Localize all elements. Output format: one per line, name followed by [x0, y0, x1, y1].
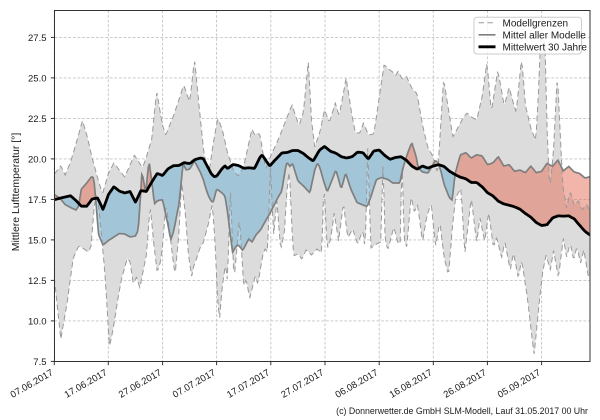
svg-text:20.0: 20.0	[28, 154, 47, 165]
svg-text:(c) Donnerwetter.de GmbH SLM-M: (c) Donnerwetter.de GmbH SLM-Modell, Lau…	[336, 406, 588, 416]
svg-text:Mittelwert 30 Jahre: Mittelwert 30 Jahre	[503, 42, 588, 53]
svg-text:Mittel aller Modelle: Mittel aller Modelle	[503, 30, 587, 41]
svg-text:Mittlere Lufttemperatur [°]: Mittlere Lufttemperatur [°]	[10, 133, 22, 252]
svg-text:Modellgrenzen: Modellgrenzen	[503, 18, 569, 29]
svg-text:15.0: 15.0	[28, 235, 47, 246]
svg-text:25.0: 25.0	[28, 73, 47, 84]
svg-text:17.5: 17.5	[28, 195, 47, 206]
svg-text:27.5: 27.5	[28, 33, 47, 44]
svg-text:7.5: 7.5	[33, 357, 46, 368]
svg-text:22.5: 22.5	[28, 114, 47, 125]
svg-text:12.5: 12.5	[28, 276, 47, 287]
svg-text:10.0: 10.0	[28, 316, 47, 327]
